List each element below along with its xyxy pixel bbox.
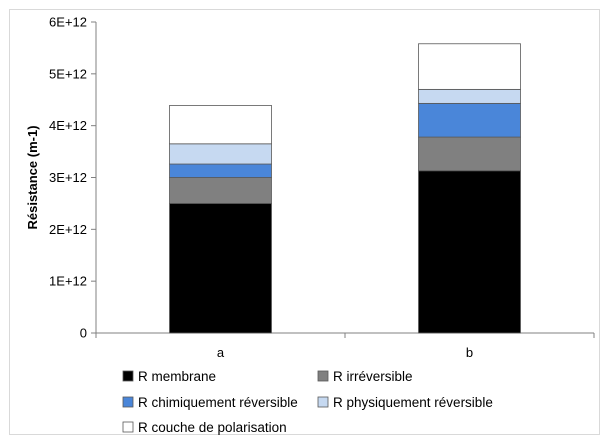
x-tick-label: b [466,345,473,360]
bar-segment [169,105,272,145]
y-tick-label: 0 [80,326,87,341]
y-tick-label: 1E+12 [49,274,87,289]
legend-label: R physiquement réversible [333,395,493,410]
bar-segment [418,88,521,104]
bar-segment [418,102,521,138]
bar-segment [169,177,272,204]
bar-segment [418,43,521,90]
bar-segment [169,163,272,178]
legend-label: R membrane [138,369,216,384]
y-tick-label: 2E+12 [49,222,87,237]
legend-swatch [122,396,134,408]
x-tick-label: a [217,345,225,360]
legend-label: R couche de polarisation [138,420,287,435]
y-tick-label: 3E+12 [49,170,87,185]
bar-segment [169,143,272,165]
legend-swatch [317,396,329,408]
bar-segment [169,203,272,334]
y-tick-label: 4E+12 [49,118,87,133]
y-axis-title: Résistance (m-1) [25,125,40,229]
legend-label: R irréversible [333,369,413,384]
bar-segment [418,136,521,172]
y-tick-label: 5E+12 [49,66,87,81]
legend-swatch [122,370,134,382]
legend-label: R chimiquement réversible [138,395,298,410]
legend: R membrane R irréversible R chimiquement r… [122,369,493,435]
y-tick-label: 6E+12 [49,15,87,30]
legend-swatch [122,421,134,433]
plot-area: 0 1E+12 2E+12 3E+12 4E+12 5E+12 6E+12 a b Résista… [25,15,595,360]
bar-segment [418,170,521,334]
legend-swatch [317,370,329,382]
